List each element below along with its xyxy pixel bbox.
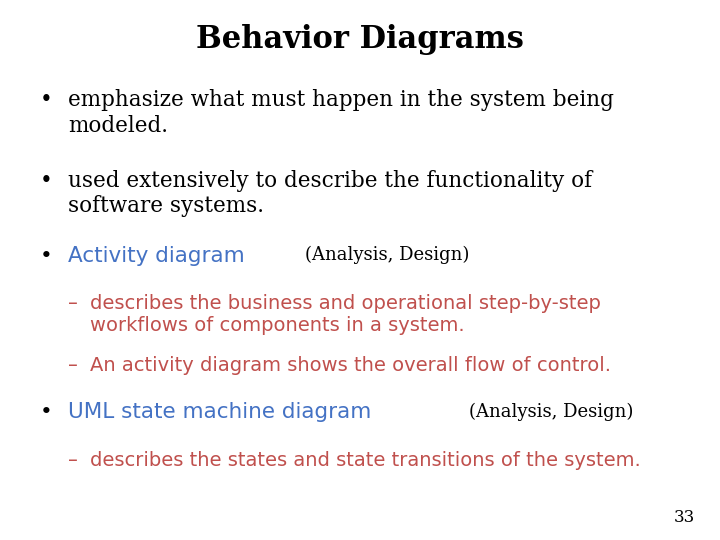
Text: used extensively to describe the functionality of
software systems.: used extensively to describe the functio…	[68, 170, 593, 218]
Text: emphasize what must happen in the system being
modeled.: emphasize what must happen in the system…	[68, 89, 614, 137]
Text: (Analysis, Design): (Analysis, Design)	[469, 402, 633, 421]
Text: •: •	[40, 170, 53, 192]
Text: Behavior Diagrams: Behavior Diagrams	[196, 24, 524, 55]
Text: describes the business and operational step-by-step
workflows of components in a: describes the business and operational s…	[90, 294, 601, 335]
Text: •: •	[40, 89, 53, 111]
Text: describes the states and state transitions of the system.: describes the states and state transitio…	[90, 451, 641, 470]
Text: UML state machine diagram: UML state machine diagram	[68, 402, 379, 422]
Text: 33: 33	[673, 510, 695, 526]
Text: •: •	[40, 246, 53, 266]
Text: Activity diagram: Activity diagram	[68, 246, 252, 266]
Text: –: –	[68, 294, 78, 313]
Text: An activity diagram shows the overall flow of control.: An activity diagram shows the overall fl…	[90, 356, 611, 375]
Text: (Analysis, Design): (Analysis, Design)	[305, 246, 469, 264]
Text: •: •	[40, 402, 53, 422]
Text: –: –	[68, 451, 78, 470]
Text: –: –	[68, 356, 78, 375]
